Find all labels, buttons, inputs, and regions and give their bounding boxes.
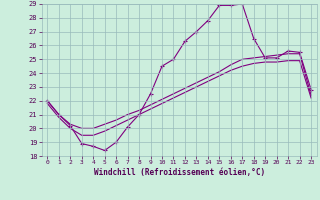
X-axis label: Windchill (Refroidissement éolien,°C): Windchill (Refroidissement éolien,°C) [94, 168, 265, 177]
